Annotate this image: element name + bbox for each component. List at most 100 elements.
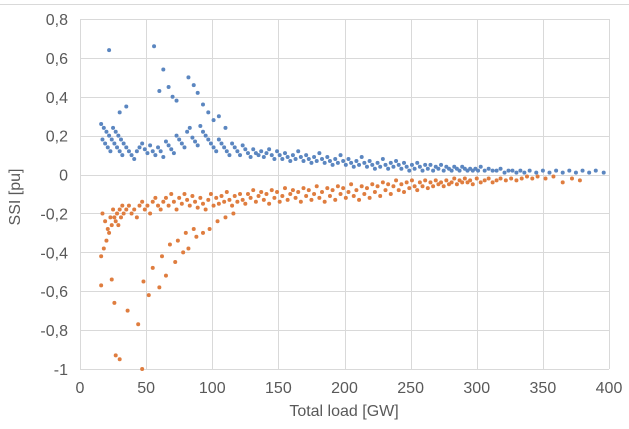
series-1-point (174, 133, 179, 138)
series-1-point (109, 137, 114, 142)
series-2-point (293, 195, 298, 200)
series-1-point (449, 168, 454, 173)
series-2-point (380, 180, 385, 185)
series-1-point (129, 153, 134, 158)
series-2-point (126, 203, 131, 208)
series-1-point (145, 151, 150, 156)
series-1-point (117, 110, 122, 115)
series-2-point (174, 207, 179, 212)
series-1-point (478, 164, 483, 169)
series-1-point (235, 149, 240, 154)
series-1-point (166, 85, 171, 90)
series-1-point (402, 160, 407, 165)
series-1-point (124, 104, 129, 109)
series-1-point (349, 160, 354, 165)
series-2-point (159, 254, 164, 259)
series-2-point (494, 178, 499, 183)
series-1-point (132, 157, 137, 161)
series-2-point (238, 192, 243, 196)
series-2-point (535, 174, 540, 179)
series-2-point (99, 283, 104, 288)
series-2-point (530, 176, 535, 181)
series-1-point (388, 160, 393, 165)
series-2-point (280, 193, 285, 198)
series-2-point (103, 219, 108, 224)
series-2-point (251, 188, 256, 193)
y-tick-label: -0,6 (40, 284, 68, 301)
series-1-point (439, 162, 444, 167)
series-2-point (177, 195, 182, 200)
series-2-point (186, 246, 191, 251)
series-2-point (179, 201, 184, 206)
series-1-point (357, 162, 362, 167)
series-1-point (227, 153, 232, 158)
series-1-point (362, 160, 367, 165)
grid (80, 19, 610, 370)
series-1-point (105, 145, 110, 150)
series-2-point (317, 195, 322, 200)
series-1-point (378, 164, 383, 169)
series-1-point (203, 133, 208, 138)
series-1-point (216, 114, 221, 119)
series-1-point (152, 44, 157, 49)
series-1-point (170, 94, 175, 99)
series-1-point (222, 145, 227, 150)
series-2-point (309, 197, 314, 202)
series-1-point (186, 75, 191, 80)
y-tick-label: 0,4 (46, 90, 68, 107)
series-2-point (338, 192, 343, 196)
series-2-point (187, 203, 192, 208)
series-2-point (486, 176, 491, 181)
series-1-point (482, 168, 487, 173)
series-2-point (322, 199, 327, 204)
series-2-point (231, 211, 236, 216)
series-1-point (306, 157, 311, 161)
series-1-point (341, 158, 346, 163)
series-2-point (439, 180, 444, 185)
scatter-points (99, 44, 606, 371)
x-tick-label: 100 (199, 380, 226, 397)
series-2-point (208, 192, 213, 196)
series-2-point (100, 211, 105, 216)
series-2-point (449, 180, 454, 185)
series-2-point (182, 192, 187, 196)
series-1-point (338, 153, 343, 158)
series-2-point (240, 197, 245, 202)
y-tick-labels: 0,8 0,6 0,4 0,2 0 -0,2 -0,4 -0,6 -0,8 -1 (40, 12, 68, 379)
series-1-point (179, 141, 184, 146)
series-2-point (132, 207, 137, 212)
series-1-point (372, 166, 377, 171)
series-1-point (380, 157, 385, 161)
series-1-point (112, 141, 117, 146)
series-2-point (112, 300, 117, 305)
series-1-point (104, 129, 109, 134)
x-tick-label: 300 (463, 380, 490, 397)
series-2-point (195, 205, 200, 210)
series-2-point (314, 184, 319, 189)
series-1-point (407, 168, 412, 173)
series-1-point (200, 102, 205, 107)
series-2-point (272, 195, 277, 200)
series-1-point (142, 147, 147, 152)
y-tick-label: -0,4 (40, 245, 68, 262)
series-2-point (462, 176, 467, 181)
series-2-point (113, 219, 118, 224)
x-axis-title: Total load [GW] (289, 403, 398, 420)
series-2-point (364, 186, 369, 191)
series-1-point (593, 168, 598, 173)
series-2-point (275, 190, 280, 195)
series-2-point (105, 227, 110, 231)
series-2-point (140, 199, 145, 204)
series-1-point (115, 145, 120, 150)
series-2-point (121, 211, 126, 216)
series-1-point (436, 166, 441, 171)
series-2-point (351, 193, 356, 198)
series-2-point (404, 180, 409, 185)
series-2-point (224, 190, 229, 195)
series-1-point (304, 153, 309, 158)
series-1-point (601, 170, 606, 175)
series-2-point (320, 190, 325, 195)
series-1-point (404, 164, 409, 169)
series-1-point (161, 155, 166, 160)
